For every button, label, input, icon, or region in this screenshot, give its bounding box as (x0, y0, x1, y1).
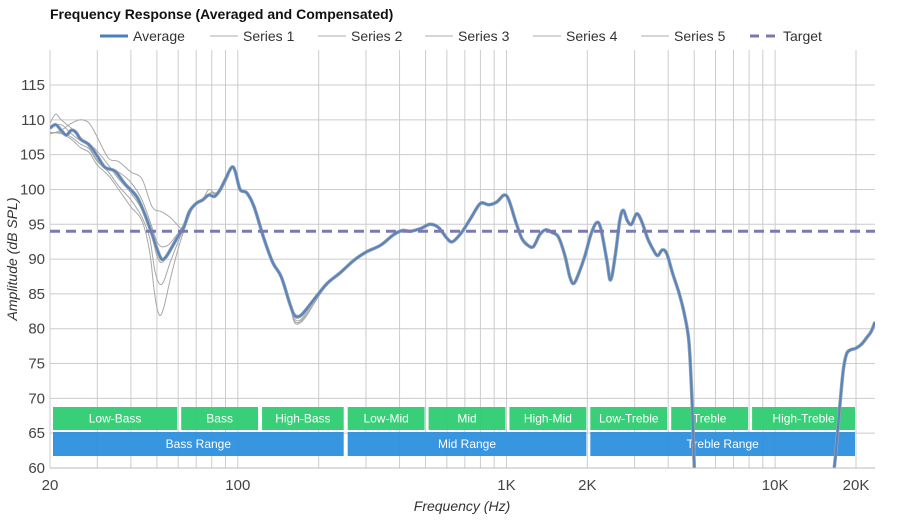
average-line (833, 321, 875, 468)
band-mid-range-label: Mid Range (438, 437, 496, 451)
legend-item-target: Target (750, 28, 822, 44)
band-high-treble-label: High-Treble (772, 412, 835, 426)
series-line-series-2 (50, 113, 341, 316)
series-line-series-5 (50, 123, 341, 319)
y-tick-label: 70 (28, 390, 45, 407)
y-tick-label: 105 (20, 147, 45, 164)
legend-item-series-4: Series 4 (533, 28, 618, 44)
band-high-mid (509, 407, 587, 430)
frequency-bands: Low-Bass Bass High-Bass Low-Mid Mid High-Mid L… (53, 407, 855, 456)
band-mid-range (347, 432, 587, 456)
legend-label: Target (783, 28, 822, 44)
y-tick-label: 65 (28, 425, 45, 442)
x-tick-label: 20K (843, 477, 870, 494)
series-line-series-4 (50, 131, 341, 325)
legend-label: Series 2 (351, 28, 403, 44)
y-tick-label: 85 (28, 286, 45, 303)
band-bass-label: Bass (206, 412, 233, 426)
average-line-halo (832, 321, 875, 468)
y-tick-label: 60 (28, 460, 45, 477)
band-treble-range (590, 432, 855, 456)
legend-item-series-1: Series 1 (210, 28, 295, 44)
legend-item-average: Average (100, 28, 185, 44)
band-treble-range-label: Treble Range (687, 437, 760, 451)
band-low-treble (590, 407, 668, 430)
legend: Average Series 1 Series 2 Series 3 Series 4 S… (100, 28, 822, 44)
legend-label: Average (133, 28, 185, 44)
series-lines (50, 113, 875, 468)
legend-label: Series 3 (458, 28, 510, 44)
y-tick-label: 100 (20, 181, 45, 198)
y-tick-label: 95 (28, 216, 45, 233)
band-low-bass-label: Low-Bass (89, 412, 142, 426)
band-bass (181, 407, 259, 430)
y-tick-label: 110 (21, 112, 45, 129)
y-tick-label: 80 (28, 321, 45, 338)
legend-label: Series 4 (566, 28, 618, 44)
band-low-bass (53, 407, 178, 430)
axes: 60 65 70 75 80 85 90 95 100 105 110 115 20 100 1K 2K 10K… (20, 77, 875, 494)
legend-item-series-5: Series 5 (641, 28, 726, 44)
chart-title: Frequency Response (Averaged and Compens… (50, 6, 393, 22)
y-tick-label: 115 (21, 77, 45, 94)
x-tick-label: 10K (762, 477, 789, 494)
band-bass-range-label: Bass Range (166, 437, 232, 451)
band-bass-range (53, 432, 344, 456)
band-high-mid-label: High-Mid (524, 412, 572, 426)
band-mid (428, 407, 506, 430)
x-tick-label: 100 (225, 477, 250, 494)
x-tick-label: 1K (497, 477, 515, 494)
y-tick-label: 90 (28, 251, 45, 268)
legend-label: Series 5 (674, 28, 726, 44)
band-low-mid-label: Low-Mid (363, 412, 408, 426)
band-low-mid (347, 407, 425, 430)
band-high-bass-label: High-Bass (275, 412, 330, 426)
legend-item-series-2: Series 2 (318, 28, 403, 44)
band-treble (671, 407, 749, 430)
average-line (50, 123, 696, 468)
legend-item-series-3: Series 3 (425, 28, 510, 44)
x-axis-label: Frequency (Hz) (414, 498, 510, 514)
y-tick-label: 75 (28, 356, 45, 373)
x-tick-label: 2K (578, 477, 596, 494)
gridlines (49, 50, 875, 469)
band-treble-label: Treble (693, 412, 727, 426)
band-high-treble (752, 407, 855, 430)
y-axis-label: Amplitude (dB SPL) (4, 198, 20, 322)
legend-label: Series 1 (243, 28, 295, 44)
band-high-bass (262, 407, 344, 430)
band-low-treble-label: Low-Treble (599, 412, 659, 426)
band-mid-label: Mid (457, 412, 476, 426)
x-tick-label: 20 (42, 477, 59, 494)
